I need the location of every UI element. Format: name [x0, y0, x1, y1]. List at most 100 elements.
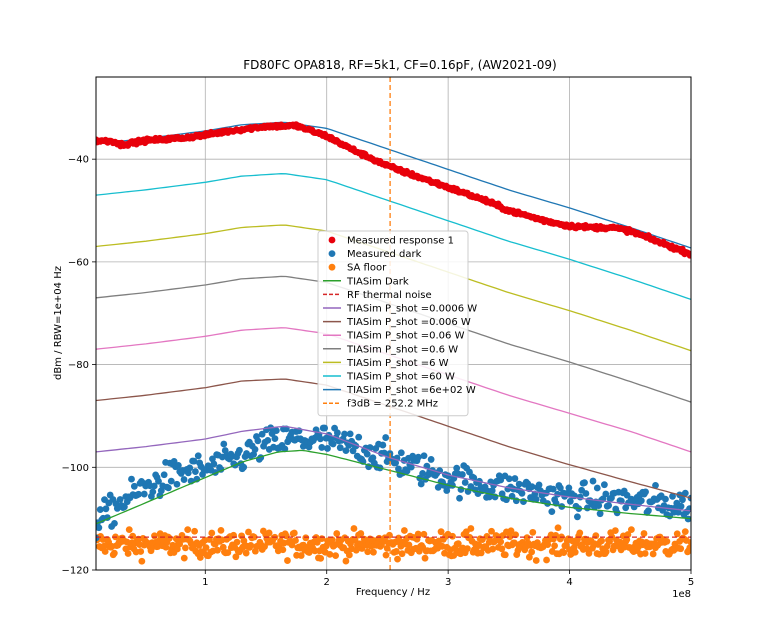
sa-floor-point	[137, 548, 145, 555]
measured-dark-point	[600, 481, 608, 489]
legend-label: TIASim P_shot =0.6 W	[346, 344, 458, 355]
measured-dark-point	[497, 476, 505, 484]
sa-floor-point	[525, 553, 533, 561]
sa-floor-point	[673, 530, 681, 538]
measured-dark-point	[427, 456, 435, 463]
y-tick-label: −80	[68, 360, 89, 371]
sa-floor-point	[512, 531, 519, 539]
measured-dark-point	[515, 480, 523, 488]
sa-floor-point	[627, 526, 635, 534]
sa-floor-point	[543, 556, 550, 564]
x-tick-label: 3	[445, 577, 451, 588]
measured-dark-point	[258, 430, 266, 438]
sa-floor-point	[196, 554, 204, 561]
sa-floor-point	[250, 533, 258, 541]
legend-item-tiasim-p-shot-0-0006-w: TIASim P_shot =0.0006 W	[323, 304, 477, 315]
plot-data	[96, 77, 691, 570]
measured-dark-point	[596, 510, 604, 518]
legend-label: TIASim P_shot =0.06 W	[346, 331, 465, 342]
measured-dark-point	[170, 457, 178, 465]
legend-box	[317, 230, 469, 417]
measured-dark-point	[130, 482, 138, 490]
measured-dark-point	[329, 440, 337, 448]
sa-floor-point	[681, 528, 689, 536]
measured-dark-point	[272, 427, 280, 435]
measured-dark-point	[511, 475, 519, 482]
measured-dark-point	[334, 429, 341, 437]
measured-dark-point	[652, 481, 659, 489]
sa-floor-point	[350, 525, 358, 532]
measured-dark-point	[642, 488, 649, 496]
measured-dark-point	[453, 464, 461, 472]
legend-label: TIASim P_shot =0.006 W	[346, 317, 471, 328]
series-tiasim-dark	[96, 449, 691, 525]
sa-floor-point	[576, 529, 584, 537]
series-tiasim-p-shot-60-w	[96, 173, 691, 301]
sa-floor-point	[449, 532, 456, 540]
sa-floor-point	[488, 527, 495, 535]
measured-dark-point	[96, 534, 100, 542]
sa-floor-point	[326, 550, 334, 558]
sa-floor-point	[464, 545, 471, 552]
series-sa-floor	[96, 524, 691, 565]
x-axis-offset-label: 1e8	[672, 589, 691, 600]
measured-dark-point	[135, 490, 143, 498]
legend-item-tiasim-p-shot-0-06-w: TIASim P_shot =0.06 W	[323, 331, 465, 342]
sa-floor-point	[352, 546, 360, 554]
sa-floor-point	[279, 546, 287, 554]
sa-floor-point	[663, 537, 671, 545]
plot-area	[96, 77, 691, 570]
measured-dark-point	[581, 479, 588, 487]
legend-marker	[328, 236, 336, 244]
sa-floor-point	[554, 524, 562, 532]
measured-dark-point	[535, 481, 543, 489]
sa-floor-point	[101, 548, 109, 555]
chart-title: FD80FC OPA818, RF=5k1, CF=0.16pF, (AW202…	[243, 58, 556, 72]
measured-dark-point	[414, 453, 422, 461]
measured-dark-point	[281, 445, 289, 453]
sa-floor-point	[165, 534, 173, 542]
measured-dark-point	[395, 465, 402, 473]
measured-dark-point	[186, 464, 194, 472]
legend-label: f3dB = 252.2 MHz	[347, 399, 438, 410]
sa-floor-point	[501, 551, 509, 559]
sa-floor-point	[292, 537, 299, 544]
sa-floor-point	[129, 532, 137, 540]
axis-ticks: 1 2 3 4 5 −120 −100 −80 −60 −40	[62, 155, 695, 588]
sa-floor-point	[328, 536, 336, 544]
legend-item-tiasim-p-shot-60-w: TIASim P_shot =60 W	[323, 372, 455, 383]
measured-dark-point	[236, 446, 243, 454]
measured-dark-point	[149, 488, 157, 496]
sa-floor-point	[528, 548, 536, 556]
y-tick-label: −60	[68, 257, 89, 268]
measured-dark-point	[576, 493, 584, 501]
sa-floor-point	[302, 534, 310, 542]
measured-dark-point	[582, 490, 590, 497]
measured-dark-point	[155, 477, 162, 485]
sa-floor-point	[392, 548, 400, 555]
sa-floor-point	[382, 551, 390, 559]
measured-dark-point	[116, 496, 124, 503]
measured-response-point	[687, 251, 691, 258]
measured-dark-point	[669, 492, 676, 500]
measured-dark-point	[573, 513, 581, 521]
legend: Measured response 1 Measured dark SA floor…	[317, 230, 477, 417]
measured-dark-point	[595, 502, 603, 510]
sa-floor-point	[290, 529, 298, 537]
sa-floor-point	[624, 531, 632, 538]
sa-floor-point	[523, 534, 531, 542]
legend-label: TIASim P_shot =6e+02 W	[346, 385, 476, 396]
measured-dark-point	[565, 484, 573, 492]
sa-floor-point	[507, 527, 515, 535]
measured-dark-point	[96, 524, 103, 532]
measured-dark-point	[165, 484, 172, 492]
sa-floor-point	[345, 551, 353, 559]
measured-dark-point	[456, 494, 463, 502]
plot-frame	[95, 76, 692, 571]
legend-marker	[328, 263, 336, 271]
sa-floor-point	[421, 554, 429, 562]
legend-label: TIASim P_shot =0.0006 W	[346, 304, 477, 315]
measured-dark-point	[556, 484, 564, 492]
